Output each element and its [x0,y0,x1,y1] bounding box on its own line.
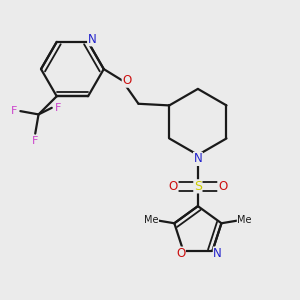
Text: F: F [11,106,18,116]
Text: O: O [169,180,178,193]
Text: N: N [194,152,202,165]
Text: Me: Me [237,215,252,225]
Text: N: N [213,247,222,260]
Text: S: S [194,180,202,193]
Text: O: O [176,247,185,260]
Text: F: F [55,103,61,113]
Text: N: N [88,33,96,46]
Text: F: F [32,136,38,146]
Text: Me: Me [144,215,158,225]
Text: O: O [218,180,227,193]
Text: O: O [122,74,131,87]
